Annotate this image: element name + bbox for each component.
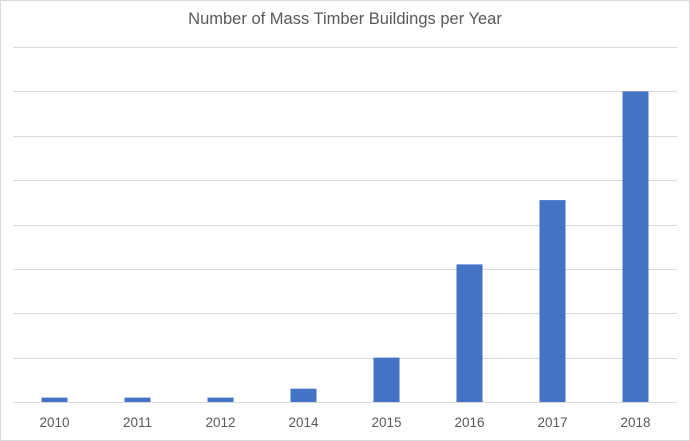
bar-2012 [207, 397, 234, 402]
x-tick-label: 2014 [288, 415, 319, 430]
gridlines [13, 47, 677, 359]
x-tick-label: 2018 [620, 415, 650, 430]
bars [41, 91, 649, 403]
bar-2015 [373, 357, 400, 402]
x-tick-label: 2015 [371, 415, 401, 430]
x-tick-label: 2010 [39, 415, 69, 430]
x-tick-label: 2017 [537, 415, 567, 430]
bar-2017 [539, 200, 566, 402]
x-tick-label: 2011 [123, 415, 152, 430]
bar-2014 [290, 388, 317, 402]
chart-title: Number of Mass Timber Buildings per Year [188, 10, 502, 28]
x-tick-label: 2012 [205, 415, 235, 430]
x-tick-label: 2016 [454, 415, 484, 430]
bar-2016 [456, 264, 483, 402]
x-axis: 2010 2011 2012 2014 2015 2016 2017 2018 [13, 402, 677, 430]
bar-2011 [124, 397, 151, 402]
bar-2010 [41, 397, 68, 402]
bar-2018 [622, 91, 649, 403]
